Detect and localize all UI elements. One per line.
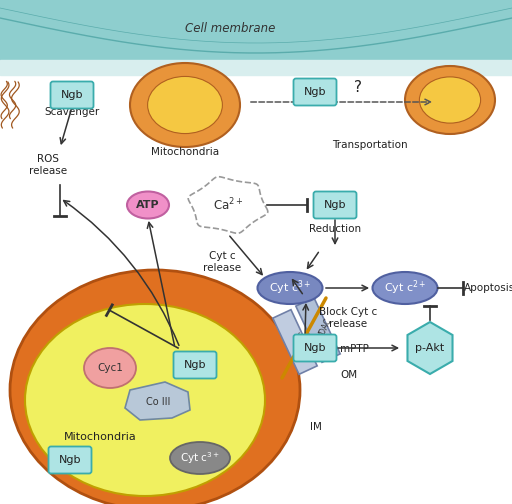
Polygon shape — [125, 382, 190, 420]
FancyBboxPatch shape — [51, 82, 94, 108]
Text: Mitochondria: Mitochondria — [151, 147, 219, 157]
Text: Cyt c$^{2+}$: Cyt c$^{2+}$ — [383, 279, 426, 297]
Ellipse shape — [419, 77, 481, 123]
FancyBboxPatch shape — [174, 351, 217, 379]
Text: Ngb: Ngb — [324, 200, 346, 210]
FancyBboxPatch shape — [49, 447, 92, 473]
FancyBboxPatch shape — [313, 192, 356, 219]
Text: IM: IM — [310, 422, 322, 432]
Polygon shape — [273, 309, 317, 374]
Text: Apoptosis: Apoptosis — [464, 283, 512, 293]
Ellipse shape — [25, 304, 265, 496]
Polygon shape — [0, 0, 512, 60]
Text: Ngb: Ngb — [61, 90, 83, 100]
Text: Ngb: Ngb — [59, 455, 81, 465]
Ellipse shape — [147, 77, 222, 134]
Ellipse shape — [373, 272, 437, 304]
Ellipse shape — [258, 272, 323, 304]
Text: Ngb: Ngb — [184, 360, 206, 370]
Text: ROS
release: ROS release — [29, 154, 67, 176]
Polygon shape — [408, 322, 453, 374]
Text: Ngb: Ngb — [304, 343, 326, 353]
Ellipse shape — [170, 442, 230, 474]
Text: Reduction: Reduction — [309, 224, 361, 234]
Ellipse shape — [405, 66, 495, 134]
Ellipse shape — [84, 348, 136, 388]
Text: ATP: ATP — [136, 200, 160, 210]
Text: Cell membrane: Cell membrane — [185, 22, 275, 35]
Text: p-Akt: p-Akt — [415, 343, 444, 353]
Text: Ca$^{2+}$: Ca$^{2+}$ — [213, 197, 243, 213]
Text: Cyt c$^{3+}$: Cyt c$^{3+}$ — [180, 450, 220, 466]
Polygon shape — [0, 60, 512, 75]
Text: Transportation: Transportation — [332, 140, 408, 150]
Text: Mitochondria: Mitochondria — [63, 432, 136, 442]
Text: Co III: Co III — [146, 397, 170, 407]
Text: Cyt c$^{3+}$: Cyt c$^{3+}$ — [269, 279, 311, 297]
Ellipse shape — [130, 63, 240, 147]
Text: Block Cyt c
release: Block Cyt c release — [319, 307, 377, 329]
Text: Cyt c
release: Cyt c release — [203, 251, 241, 273]
Text: ?: ? — [354, 80, 362, 95]
Text: Cyc1: Cyc1 — [97, 363, 123, 373]
Polygon shape — [296, 298, 340, 362]
Text: mPTP: mPTP — [340, 344, 369, 354]
Text: VDAC: VDAC — [316, 317, 334, 340]
FancyBboxPatch shape — [293, 79, 336, 105]
Polygon shape — [0, 0, 512, 53]
Text: ANT: ANT — [293, 331, 308, 349]
Ellipse shape — [127, 192, 169, 219]
Text: Scavenger: Scavenger — [45, 107, 100, 117]
Text: Ngb: Ngb — [304, 87, 326, 97]
Polygon shape — [0, 75, 512, 504]
Ellipse shape — [10, 270, 300, 504]
FancyBboxPatch shape — [293, 335, 336, 361]
Text: OM: OM — [340, 370, 357, 380]
